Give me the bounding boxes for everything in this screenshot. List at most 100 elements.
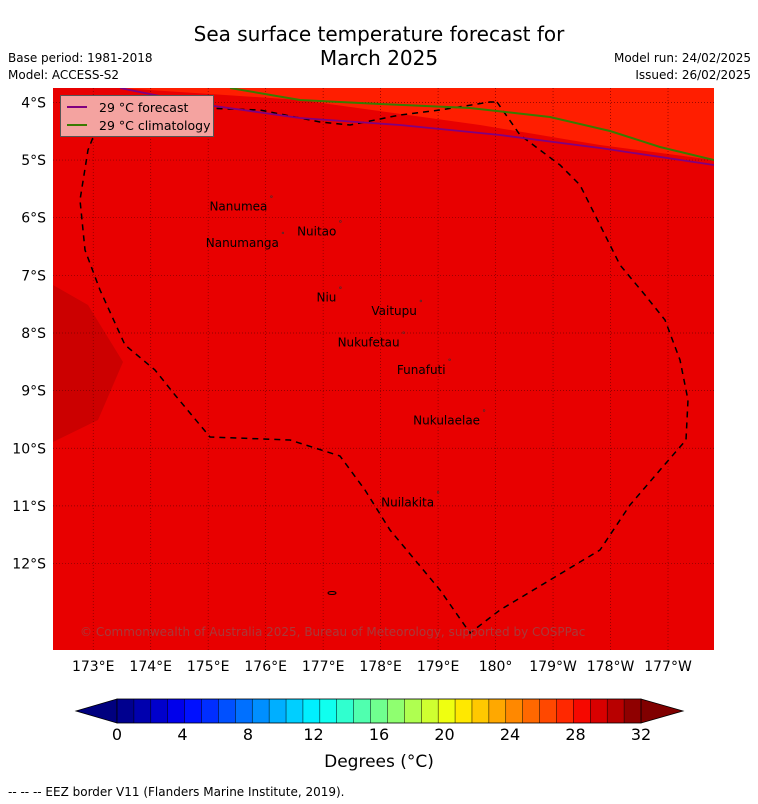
island-marker [419,299,423,303]
colorbar-swatch [117,699,135,723]
lon-tick-label: 178°W [587,659,635,675]
legend-climatology-label: 29 °C climatology [99,117,211,133]
lat-tick-label: 4°S [21,95,46,111]
colorbar-swatch [522,699,540,723]
lon-tick-label: 173°E [72,659,115,675]
lon-tick-label: 174°E [129,659,172,675]
lat-tick-label: 9°S [21,384,46,400]
colorbar-swatch [505,699,523,723]
island-marker [436,491,440,494]
place-label: Vaitupu [371,304,417,318]
lat-tick-label: 6°S [21,211,46,227]
lat-tick-label: 8°S [21,326,46,342]
copyright-notice: © Commonwealth of Australia 2025, Bureau… [80,625,586,639]
place-label: Niu [316,291,336,305]
eez-border-line [79,101,689,635]
colorbar-swatch [370,699,388,723]
reef-outline-marker [327,591,337,595]
lat-tick-label: 11°S [12,499,46,515]
island-marker [448,358,451,361]
island-marker [339,220,342,223]
colorbar-swatch [590,699,608,723]
lon-tick-label: 176°E [244,659,287,675]
lon-tick-label: 179°W [529,659,577,675]
colorbar-swatch [252,699,270,723]
map-background [53,88,714,650]
place-label: Nanumanga [206,236,279,250]
colorbar-swatch [404,699,422,723]
colorbar-tick-label: 32 [631,725,651,744]
colorbar-swatch [286,699,304,723]
warm-sst-region [53,88,714,160]
chart-title: Sea surface temperature forecast for Mar… [0,22,758,70]
colorbar-swatch [353,699,371,723]
colorbar-swatch [336,699,354,723]
issued-text: Issued: 26/02/2025 [635,68,751,82]
climatology-29c-isotherm [229,88,714,161]
title-line-1: Sea surface temperature forecast for [193,22,565,46]
colorbar-swatch [556,699,574,723]
colorbar-swatch [488,699,507,723]
longitude-ticks: 173°E 174°E 175°E 176°E 177°E 178°E 179°E 180° 1… [72,659,692,675]
colorbar-swatch [319,699,338,723]
latitude-ticks: 4°S 5°S 6°S 7°S 8°S 9°S 10°S 11°S 12°S [12,95,46,572]
base-period-text: Base period: 1981-2018 [8,51,153,65]
colorbar-unit-label: Degrees (°C) [324,752,434,772]
colorbar-swatch [184,699,202,723]
colorbar-swatch [167,699,185,723]
title-line-2: March 2025 [319,46,439,70]
colorbar-swatch [302,699,321,723]
colorbar-swatch [150,699,169,723]
lat-tick-label: 10°S [12,441,46,457]
lon-tick-label: 175°E [187,659,230,675]
colorbar-tick-label: 20 [434,725,454,744]
colorbar-tick-label: 16 [369,725,389,744]
colorbar-frame [116,698,642,724]
legend-climatology-swatch [67,124,87,126]
footnote-eez: -- -- -- EEZ border V11 (Flanders Marine… [8,785,345,799]
model-text: Model: ACCESS-S2 [8,68,120,82]
colorbar: 0 4 8 12 16 20 24 28 32 [74,698,685,744]
island-marker [402,331,405,334]
colorbar-swatch [624,699,642,723]
map-legend: 29 °C forecast 29 °C climatology [60,95,214,137]
legend-row-forecast: 29 °C forecast [67,98,188,116]
place-labels: Nanumea Nuitao Nanumanga Niu Vaitupu Nukufeta… [206,195,486,509]
meta-left: Base period: 1981-2018 Model: ACCESS-S2 [8,50,153,84]
model-run-text: Model run: 24/02/2025 [613,51,751,65]
colorbar-swatch [539,699,557,723]
meta-right: Model run: 24/02/2025 Issued: 26/02/2025 [614,50,751,84]
place-label: Funafuti [397,363,446,377]
colorbar-swatch [133,699,152,723]
colorbar-swatch [438,699,456,723]
colorbar-swatch [455,699,473,723]
legend-forecast-label: 29 °C forecast [99,99,189,115]
lat-tick-label: 5°S [21,153,46,169]
map-grid [53,88,714,650]
colorbar-swatch [235,699,253,723]
colorbar-swatch [573,699,591,723]
colorbar-swatch [218,699,236,723]
colorbar-tick-label: 12 [303,725,323,744]
place-label: Nukulaelae [413,414,480,428]
lon-tick-label: 180° [479,659,513,675]
island-marker [482,409,486,412]
colorbar-swatch [269,699,287,723]
lon-tick-label: 177°W [644,659,692,675]
colorbar-swatch [607,699,625,723]
colorbar-swatch [387,699,405,723]
colorbar-tick-label: 8 [243,725,253,744]
island-marker [339,286,342,289]
colorbar-swatch [201,699,219,723]
place-label: Nuilakita [381,495,434,509]
lat-tick-label: 7°S [21,268,46,284]
colorbar-over-arrow [640,698,685,724]
island-marker [281,231,285,235]
place-label: Nuitao [297,224,336,238]
lon-tick-label: 179°E [417,659,460,675]
lon-tick-label: 177°E [302,659,345,675]
colorbar-tick-label: 24 [500,725,520,744]
colorbar-under-arrow [74,698,118,724]
colorbar-tick-label: 4 [177,725,187,744]
cool-sst-region [53,285,123,442]
